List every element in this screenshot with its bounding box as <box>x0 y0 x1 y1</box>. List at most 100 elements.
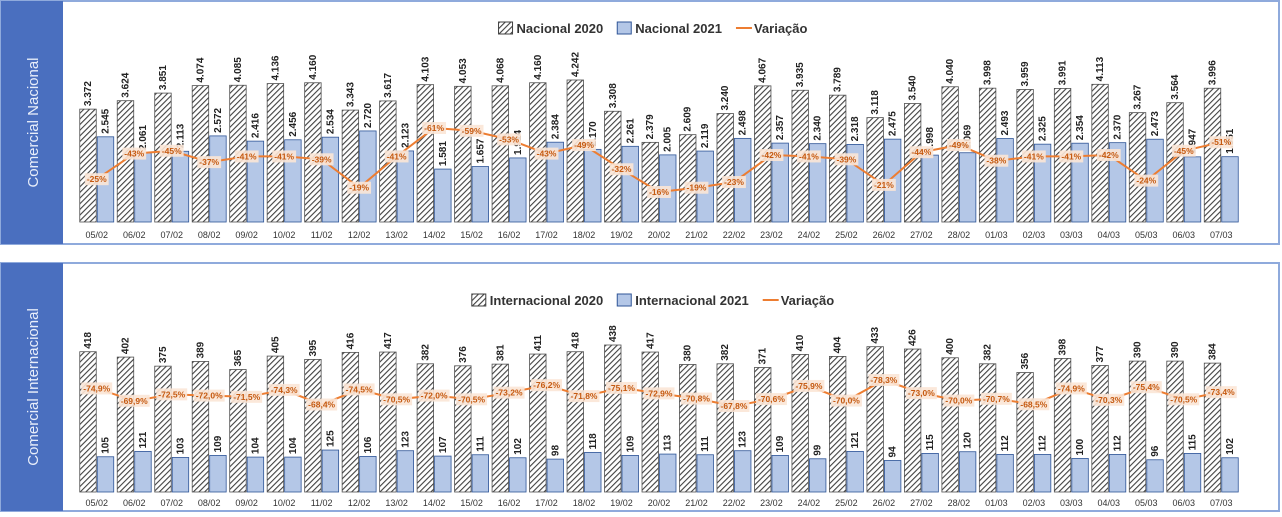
x-tick-label: 03/03 <box>1060 498 1083 508</box>
data-label: 3.991 <box>1058 60 1069 85</box>
data-label: -72,0% <box>421 391 448 401</box>
line-label: -38% <box>984 154 1009 167</box>
data-label: 94 <box>888 446 899 458</box>
data-label: 104 <box>288 437 299 454</box>
x-tick-label: 07/03 <box>1210 498 1233 508</box>
data-label: -74,9% <box>83 383 110 393</box>
x-tick-label: 02/03 <box>1023 230 1046 240</box>
line-label: -70,0% <box>943 394 975 407</box>
data-label: 3.343 <box>345 82 356 107</box>
label-box <box>1096 149 1121 162</box>
side-strip <box>1 1 63 244</box>
bar <box>209 135 227 223</box>
legend-label: Nacional 2021 <box>635 21 722 36</box>
bar <box>229 369 247 493</box>
data-label: -23% <box>724 177 744 187</box>
line-label: -70,5% <box>1168 393 1200 406</box>
data-label: 121 <box>850 431 861 448</box>
legend-label: Nacional 2020 <box>517 21 604 36</box>
label-box <box>718 400 750 412</box>
data-label: -45% <box>162 146 182 156</box>
line-label: -21% <box>871 178 896 191</box>
label-box <box>946 139 971 152</box>
data-label: -41% <box>799 151 819 161</box>
label-box <box>309 153 334 166</box>
bar <box>359 456 377 493</box>
bar <box>1183 156 1202 223</box>
data-label: 384 <box>1208 343 1219 360</box>
data-label: -75,1% <box>608 383 635 393</box>
bar <box>1203 362 1222 493</box>
legend-item: Internacional 2021 <box>616 293 749 308</box>
data-label: 4.074 <box>195 57 206 82</box>
x-tick-label: 25/02 <box>835 498 858 508</box>
line-label: -43% <box>534 147 559 160</box>
bar <box>866 117 884 223</box>
bar <box>1071 142 1089 223</box>
line-label: -73,4% <box>1205 386 1237 399</box>
bar <box>304 82 322 223</box>
line-label: -74,9% <box>1055 382 1087 395</box>
label-box <box>797 150 821 163</box>
data-label: 3.998 <box>983 60 994 85</box>
label-box <box>197 156 222 169</box>
line-label: -45% <box>159 144 184 157</box>
label-box <box>231 390 263 403</box>
line-label: -49% <box>946 139 971 152</box>
data-label: 3.372 <box>83 81 94 106</box>
line-label: -70,5% <box>456 393 488 406</box>
bar <box>154 92 172 223</box>
line-label: -59% <box>459 124 484 137</box>
x-tick-label: 09/02 <box>235 498 258 508</box>
data-label: -19% <box>687 183 707 193</box>
legend-item: Nacional 2021 <box>616 21 722 36</box>
x-tick-label: 03/03 <box>1060 230 1083 240</box>
data-label: 410 <box>795 334 806 351</box>
bar <box>134 450 152 493</box>
x-tick-label: 17/02 <box>535 230 558 240</box>
data-label: 3.789 <box>833 67 844 92</box>
line-label: -70,6% <box>755 393 787 406</box>
label-box <box>643 387 675 400</box>
data-label: -70,0% <box>833 396 860 406</box>
bar <box>659 453 677 493</box>
line-label: -41% <box>234 150 259 163</box>
data-label: 2.325 <box>1038 116 1049 141</box>
label-box <box>943 394 975 407</box>
label-box <box>868 374 900 386</box>
bar <box>941 357 959 493</box>
label-box <box>1168 393 1200 406</box>
data-label: 2.545 <box>100 108 111 133</box>
data-label: -53% <box>499 134 519 144</box>
x-tick-label: 05/03 <box>1135 230 1158 240</box>
data-label: -41% <box>274 151 294 161</box>
data-label: -41% <box>1024 151 1044 161</box>
x-tick-label: 07/02 <box>160 498 183 508</box>
bar <box>679 364 697 493</box>
data-label: -61% <box>424 123 444 133</box>
bar <box>491 85 509 223</box>
data-label: -70,5% <box>1170 394 1197 404</box>
bar <box>509 157 527 223</box>
line-label: -23% <box>722 176 746 189</box>
data-label: 4.242 <box>570 52 581 77</box>
data-label: 377 <box>1095 345 1106 362</box>
x-tick-label: 18/02 <box>573 230 596 240</box>
data-label: 417 <box>645 332 656 349</box>
legend-label: Variação <box>781 293 835 308</box>
data-label: -42% <box>762 150 782 160</box>
data-label: -71,5% <box>233 392 260 402</box>
data-label: 389 <box>195 341 206 358</box>
data-label: 356 <box>1020 352 1031 369</box>
data-label: -19% <box>349 183 369 193</box>
x-tick-label: 12/02 <box>348 230 371 240</box>
bar <box>829 356 847 493</box>
bar <box>1203 87 1222 223</box>
data-label: 4.103 <box>420 56 431 81</box>
bar <box>866 346 884 493</box>
x-tick-label: 07/02 <box>160 230 183 240</box>
data-label: 371 <box>758 347 769 364</box>
label-box <box>909 146 934 159</box>
x-tick-label: 13/02 <box>385 230 408 240</box>
label-box <box>347 181 372 194</box>
